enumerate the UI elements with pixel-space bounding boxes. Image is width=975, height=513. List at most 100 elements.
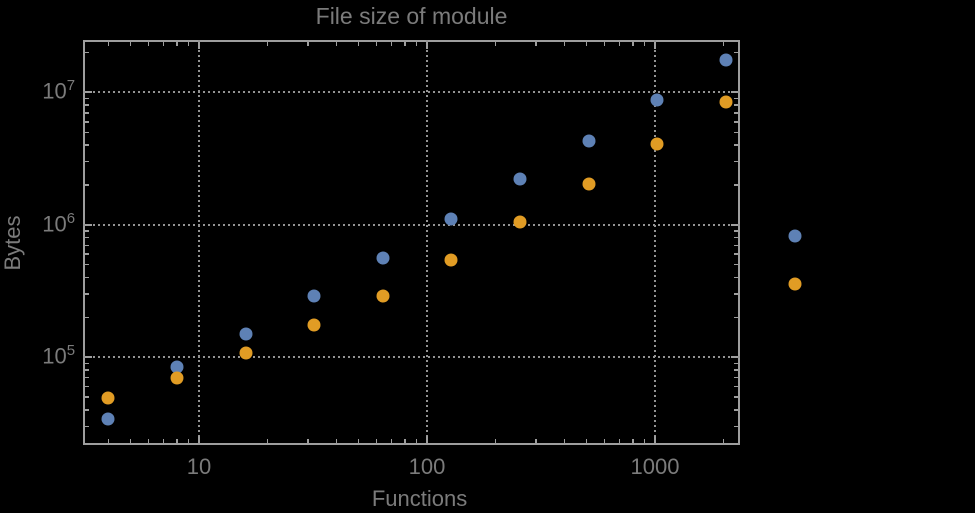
gridline-x-100: [426, 39, 428, 446]
y-tick-mirror-minor: [734, 385, 739, 388]
x-tick-mirror-minor: [618, 41, 621, 46]
data-point-series-blue-x256: [513, 172, 527, 186]
x-tick-minor: [375, 439, 378, 444]
y-tick-minor: [85, 263, 90, 266]
x-tick-minor: [129, 439, 132, 444]
data-point-series-orange-x256: [513, 215, 527, 229]
x-tick-minor: [162, 439, 165, 444]
gridline-y-10e6: [83, 223, 740, 226]
y-tick-mirror-minor: [734, 131, 739, 133]
x-tick-label-100: 100: [408, 454, 446, 479]
x-tick-minor: [618, 439, 621, 444]
plot-frame: [83, 39, 740, 446]
y-tick-minor: [85, 376, 90, 379]
x-tick-mirror-minor: [176, 41, 178, 46]
data-point-series-blue-x4096: [788, 229, 802, 242]
x-tick-mirror-minor: [494, 41, 497, 46]
y-tick-mirror-minor: [734, 263, 739, 266]
y-tick-minor: [85, 230, 90, 232]
y-tick-mirror-minor: [734, 97, 739, 100]
y-tick-mirror-minor: [734, 376, 739, 379]
x-tick-mirror-minor: [404, 41, 406, 46]
y-tick-mirror-major: [731, 356, 739, 359]
y-tick-minor: [85, 112, 90, 114]
x-tick-mirror-minor: [603, 41, 606, 46]
y-tick-minor: [85, 362, 90, 364]
x-tick-mirror-minor: [357, 41, 360, 46]
y-tick-major: [85, 356, 93, 359]
y-tick-mirror-minor: [734, 316, 739, 319]
x-tick-minor: [603, 439, 606, 444]
x-tick-mirror-minor: [643, 41, 646, 46]
y-tick-minor: [85, 184, 90, 186]
data-point-series-orange-x2048: [719, 95, 733, 109]
x-tick-minor: [535, 439, 537, 444]
x-tick-minor: [415, 439, 418, 444]
data-point-series-orange-x4096: [788, 277, 802, 291]
y-tick-minor: [85, 316, 90, 319]
x-tick-major: [654, 436, 656, 444]
x-tick-minor: [404, 439, 406, 444]
x-tick-minor: [266, 439, 269, 444]
data-point-series-blue-x64: [376, 251, 390, 265]
y-tick-minor: [85, 51, 90, 54]
y-tick-mirror-minor: [734, 121, 739, 123]
x-tick-minor: [585, 439, 588, 444]
data-point-series-blue-x2048: [719, 53, 733, 67]
x-tick-mirror-minor: [390, 41, 393, 46]
x-tick-mirror-minor: [187, 41, 190, 46]
chart-title: File size of module: [315, 3, 508, 29]
gridline-x-1000: [654, 39, 656, 446]
y-tick-minor: [85, 253, 90, 255]
x-axis-label: Functions: [371, 486, 468, 511]
y-tick-mirror-major: [731, 223, 739, 226]
y-tick-label-10e6: 106: [42, 210, 76, 237]
y-tick-minor: [85, 104, 90, 106]
data-point-series-orange-x8: [170, 371, 184, 385]
y-tick-mirror-minor: [734, 236, 739, 239]
x-tick-minor: [563, 439, 566, 444]
x-tick-mirror-major: [198, 41, 200, 49]
x-tick-minor: [722, 439, 725, 444]
x-tick-mirror-minor: [722, 41, 725, 46]
y-tick-mirror-minor: [734, 409, 739, 411]
y-tick-mirror-minor: [734, 293, 739, 295]
x-tick-label-10: 10: [186, 454, 212, 479]
y-tick-minor: [85, 131, 90, 133]
x-tick-major: [198, 436, 200, 444]
y-tick-mirror-minor: [734, 51, 739, 54]
x-tick-minor: [176, 439, 178, 444]
x-tick-mirror-minor: [147, 41, 150, 46]
data-point-series-blue-x8: [170, 360, 184, 374]
y-tick-mirror-minor: [734, 244, 739, 247]
y-tick-minor: [85, 244, 90, 247]
x-tick-mirror-minor: [375, 41, 378, 46]
x-tick-mirror-minor: [107, 41, 110, 46]
gridline-y-10e5: [83, 356, 740, 359]
x-tick-mirror-minor: [585, 41, 588, 46]
y-tick-minor: [85, 369, 90, 371]
y-tick-mirror-minor: [734, 369, 739, 371]
x-tick-minor: [494, 439, 497, 444]
y-tick-minor: [85, 160, 90, 163]
x-tick-mirror-major: [654, 41, 656, 49]
x-tick-mirror-minor: [266, 41, 269, 46]
data-point-series-orange-x1024: [650, 137, 664, 151]
x-tick-label-1000: 1000: [630, 454, 680, 479]
y-tick-minor: [85, 236, 90, 239]
data-point-series-orange-x512: [582, 177, 596, 191]
y-tick-minor: [85, 425, 90, 428]
x-tick-mirror-minor: [335, 41, 338, 46]
data-point-series-orange-x128: [444, 253, 458, 267]
y-tick-mirror-minor: [734, 362, 739, 364]
x-tick-minor: [357, 439, 360, 444]
x-tick-minor: [187, 439, 190, 444]
y-tick-minor: [85, 293, 90, 295]
x-tick-mirror-minor: [415, 41, 418, 46]
y-tick-mirror-minor: [734, 160, 739, 163]
x-tick-mirror-major: [426, 41, 428, 49]
y-tick-minor: [85, 276, 90, 279]
gridline-y-10e7: [83, 91, 740, 94]
x-tick-mirror-minor: [563, 41, 566, 46]
